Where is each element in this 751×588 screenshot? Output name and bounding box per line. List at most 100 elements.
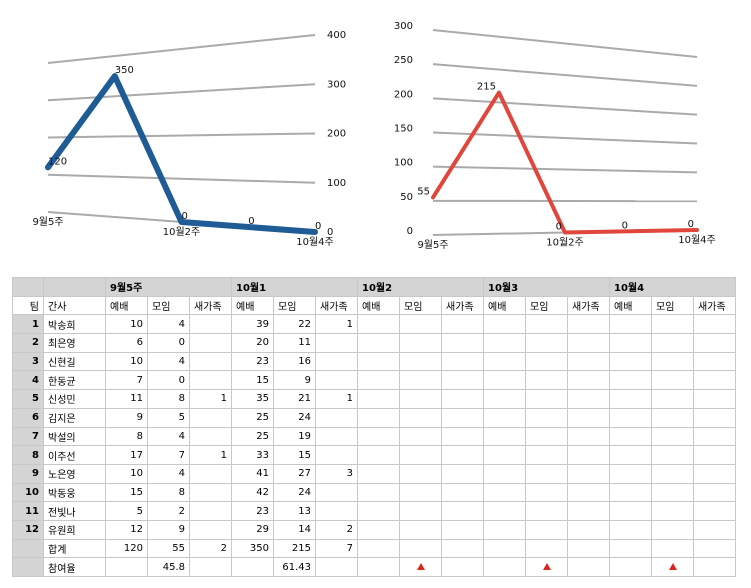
table-cell [651, 501, 694, 521]
table-cell [651, 389, 694, 409]
table-cell [567, 389, 610, 409]
table-cell [567, 501, 610, 521]
table-cell [525, 538, 568, 559]
table-cell: 20 [231, 333, 274, 353]
table-cell [399, 351, 442, 372]
warning-icon [668, 563, 677, 571]
table-cell [315, 333, 358, 353]
table-cell [399, 370, 442, 391]
table-cell [357, 557, 400, 577]
table-cell: 42 [231, 482, 274, 503]
table-cell [525, 426, 568, 447]
group-header: 10월1 [231, 277, 358, 297]
table-cell [609, 538, 652, 559]
table-cell: 9 [12, 463, 44, 484]
table-cell [525, 333, 568, 353]
table-cell [357, 519, 400, 540]
table-cell: 7 [105, 370, 148, 391]
table-cell [189, 482, 232, 503]
table-cell: 이주선 [43, 445, 106, 465]
table-cell: 2 [315, 519, 358, 540]
grid-line [47, 132, 316, 139]
table-cell [567, 482, 610, 503]
y-tick-label: 150 [394, 124, 413, 135]
table-cell [483, 501, 526, 521]
column-header: 모임 [399, 295, 442, 316]
table-cell [567, 519, 610, 540]
table-cell [525, 501, 568, 521]
table-cell [609, 501, 652, 521]
table-cell [693, 482, 736, 503]
table-cell [12, 538, 44, 559]
table-cell [483, 370, 526, 391]
table-cell: 1 [12, 314, 44, 335]
table-cell [315, 351, 358, 372]
table-cell [525, 389, 568, 409]
table-cell [441, 333, 484, 353]
table-cell: 4 [147, 426, 190, 447]
table-cell: 11 [105, 389, 148, 409]
table-cell: 신현길 [43, 351, 106, 372]
grid-line [432, 165, 698, 174]
table-row: 2 최은영 6 0 20 11 [12, 333, 736, 353]
table-cell: 5 [12, 389, 44, 409]
table-cell [315, 482, 358, 503]
table-cell [189, 351, 232, 372]
table-cell [609, 370, 652, 391]
data-label: 0 [622, 220, 628, 231]
table-cell: 10 [105, 463, 148, 484]
data-table: 9월5주 10월1 10월2 10월3 10월4 팀 간사 예배 모임 새가족 예배 모임 새가족 예배 모… [12, 277, 736, 577]
table-cell: 2 [147, 501, 190, 521]
y-tick-label: 400 [327, 30, 346, 41]
table-cell [567, 445, 610, 465]
table-cell: 120 [105, 538, 148, 559]
x-tick-label: 9월5주 [32, 216, 63, 228]
table-cell [483, 538, 526, 559]
table-cell [483, 463, 526, 484]
table-cell [651, 557, 694, 577]
table-cell [357, 407, 400, 428]
column-header: 예배 [357, 295, 400, 316]
grid-line [432, 29, 698, 58]
table-cell [441, 463, 484, 484]
column-header: 모임 [147, 295, 190, 316]
table-cell [693, 351, 736, 372]
table-cell [315, 407, 358, 428]
table-cell [357, 463, 400, 484]
y-tick-label: 300 [327, 79, 346, 90]
table-cell: 11 [12, 501, 44, 521]
table-cell [357, 482, 400, 503]
table-cell: 9 [273, 370, 316, 391]
grid-line [432, 97, 698, 116]
table-cell [651, 445, 694, 465]
table-row: 10 박동웅 15 8 42 24 [12, 482, 736, 503]
table-cell [525, 370, 568, 391]
table-cell: 11 [273, 333, 316, 353]
column-header: 모임 [273, 295, 316, 316]
warning-icon [416, 563, 425, 571]
table-cell [651, 519, 694, 540]
table-cell [357, 333, 400, 353]
data-line [45, 73, 318, 235]
table-cell [189, 333, 232, 353]
column-header: 모임 [651, 295, 694, 316]
table-cell: 7 [12, 426, 44, 447]
table-cell: 1 [315, 389, 358, 409]
table-cell [567, 407, 610, 428]
table-cell: 55 [147, 538, 190, 559]
data-label: 215 [477, 82, 496, 93]
y-tick-label: 200 [394, 89, 413, 100]
table-cell [357, 538, 400, 559]
table-cell [315, 501, 358, 521]
table-cell [651, 538, 694, 559]
table-cell: 노은영 [43, 463, 106, 484]
data-label: 0 [182, 211, 188, 222]
table-cell: 6 [105, 333, 148, 353]
data-label: 0 [248, 216, 254, 227]
column-header: 새가족 [693, 295, 736, 316]
table-cell: 39 [231, 314, 274, 335]
table-cell [105, 557, 148, 577]
table-cell [609, 482, 652, 503]
table-cell [651, 463, 694, 484]
